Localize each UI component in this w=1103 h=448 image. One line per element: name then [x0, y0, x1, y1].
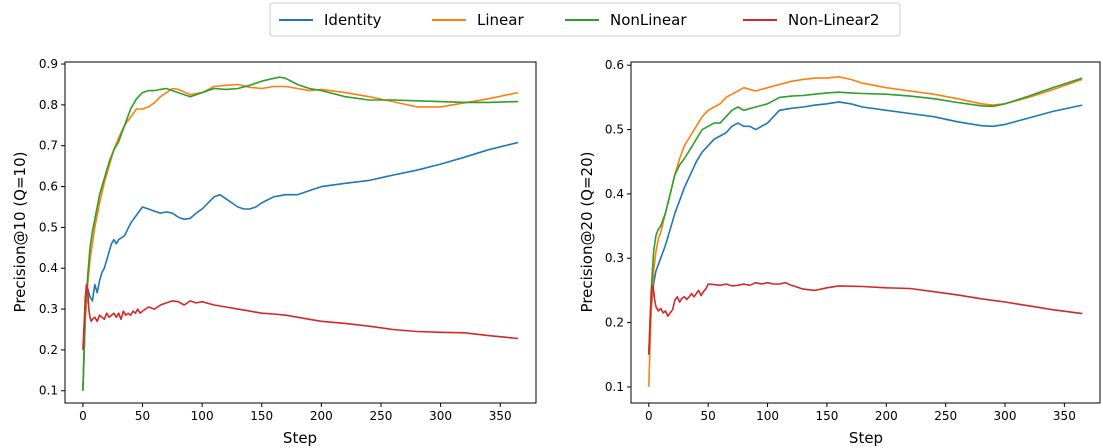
y-axis-label: Precision@10 (Q=10) [11, 152, 29, 313]
y-tick-label: 0.5 [39, 220, 58, 234]
tick-group: 0 50 100 150 200 250 300 350 0.1 0.2 0.3 0.4 0.5 0.6 0… [39, 57, 512, 423]
legend-label-nonlinear: NonLinear [610, 11, 687, 29]
series-line-nonlinear [82, 76, 519, 391]
x-tick-label: 150 [815, 409, 838, 423]
legend-entry-identity: Identity [279, 11, 382, 29]
x-axis-label: Step [283, 429, 317, 447]
y-axis-label: Precision@20 (Q=20) [578, 152, 596, 313]
y-tick-label: 0.5 [605, 123, 624, 137]
x-tick-label: 100 [191, 409, 214, 423]
series-line-identity [648, 101, 1083, 355]
y-tick-label: 0.2 [39, 343, 58, 357]
x-tick-label: 200 [310, 409, 333, 423]
series-line-nonlinear [648, 77, 1083, 355]
y-tick-label: 0.3 [605, 251, 624, 265]
x-tick-label: 350 [1053, 409, 1076, 423]
series-line-non-linear2 [82, 283, 519, 350]
x-axis-label: Step [849, 429, 883, 447]
y-tick-label: 0.1 [605, 380, 624, 394]
y-tick-label: 0.1 [39, 384, 58, 398]
y-tick-label: 0.2 [605, 316, 624, 330]
y-tick-label: 0.7 [39, 139, 58, 153]
series-line-linear [82, 83, 519, 391]
x-tick-label: 250 [934, 409, 957, 423]
legend-entry-non-linear2: Non-Linear2 [743, 11, 879, 29]
series-line-non-linear2 [648, 281, 1083, 355]
legend-entry-linear: Linear [432, 11, 524, 29]
legend-label-non-linear2: Non-Linear2 [788, 11, 879, 29]
series-group [648, 76, 1083, 387]
plot-frame [64, 61, 537, 404]
y-tick-label: 0.3 [39, 302, 58, 316]
y-tick-label: 0.6 [605, 58, 624, 72]
legend: Identity Linear NonLinear Non-Linear2 [269, 2, 901, 37]
y-tick-label: 0.6 [39, 180, 58, 194]
y-tick-label: 0.4 [39, 261, 58, 275]
chart-precision-at-20: 0 50 100 150 200 250 300 3500.10.20.30.40.50.6 … [578, 58, 1101, 447]
legend-label-identity: Identity [324, 11, 382, 29]
series-group [82, 76, 519, 391]
y-tick-label: 0.9 [39, 57, 58, 71]
y-tick-label: 0.4 [605, 187, 624, 201]
x-tick-label: 0 [645, 409, 653, 423]
x-tick-label: 300 [429, 409, 452, 423]
x-tick-label: 350 [489, 409, 512, 423]
x-tick-label: 50 [701, 409, 716, 423]
x-tick-label: 150 [250, 409, 273, 423]
x-tick-label: 0 [79, 409, 87, 423]
chart-precision-at-10: 0 50 100 150 200 250 300 350 0.1 0.2 0.3 0.4 0.5 0.6 0… [11, 57, 537, 447]
series-line-identity [82, 141, 519, 391]
legend-entry-nonlinear: NonLinear [565, 11, 687, 29]
y-tick-label: 0.8 [39, 98, 58, 112]
tick-group: 0 50 100 150 200 250 300 350 0.1 0.2 0.3 0.4 0.5 0.6 [605, 58, 1076, 423]
x-tick-label: 100 [756, 409, 779, 423]
x-tick-label: 300 [994, 409, 1017, 423]
x-tick-label: 250 [370, 409, 393, 423]
legend-label-linear: Linear [477, 11, 524, 29]
plot-frame [630, 61, 1101, 404]
x-tick-label: 50 [135, 409, 150, 423]
x-tick-label: 200 [875, 409, 898, 423]
